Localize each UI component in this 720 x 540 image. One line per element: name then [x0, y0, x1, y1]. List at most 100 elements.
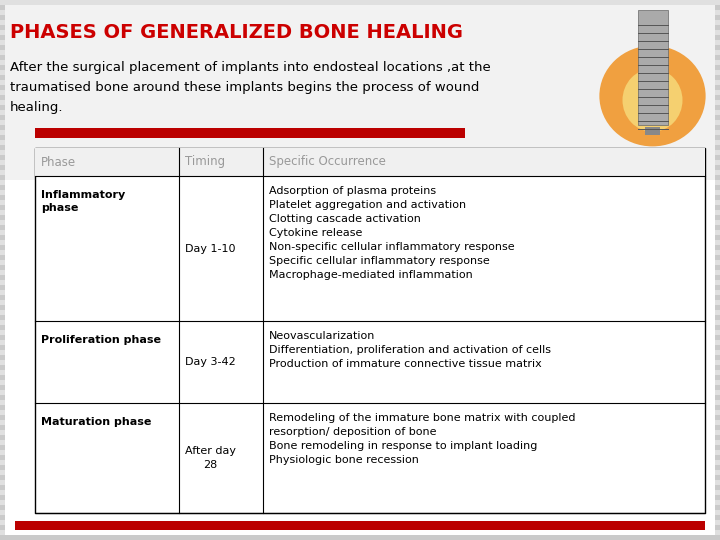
Bar: [0, 505, 720, 510]
Bar: [0, 310, 720, 315]
Bar: [0, 520, 720, 525]
Text: Inflammatory
phase: Inflammatory phase: [41, 190, 125, 213]
Bar: [0, 435, 720, 440]
Bar: [0, 290, 720, 295]
Bar: [0, 390, 720, 395]
Bar: [0, 225, 720, 230]
Bar: [0, 340, 720, 345]
Bar: [0, 75, 720, 80]
Bar: [0, 420, 720, 425]
Bar: [0, 525, 720, 530]
Bar: [0, 20, 720, 25]
Bar: [0, 285, 720, 290]
Bar: [0, 355, 720, 360]
Bar: [0, 465, 720, 470]
Bar: [0, 10, 720, 15]
Ellipse shape: [623, 69, 683, 132]
Bar: [0, 495, 720, 500]
Bar: [0, 105, 720, 110]
Bar: [0, 415, 720, 420]
Bar: [0, 450, 720, 455]
Bar: [0, 275, 720, 280]
Bar: [0, 190, 720, 195]
Bar: [0, 85, 720, 90]
Bar: [0, 115, 720, 120]
Bar: [0, 395, 720, 400]
Bar: [0, 335, 720, 340]
Text: Maturation phase: Maturation phase: [41, 417, 151, 427]
Bar: [0, 140, 720, 145]
Bar: [0, 300, 720, 305]
Bar: [0, 320, 720, 325]
Bar: [0, 100, 720, 105]
Bar: [0, 295, 720, 300]
Bar: [0, 5, 720, 10]
Text: traumatised bone around these implants begins the process of wound: traumatised bone around these implants b…: [10, 82, 480, 94]
Bar: [0, 485, 720, 490]
Bar: [0, 250, 720, 255]
Bar: [0, 265, 720, 270]
Bar: [0, 230, 720, 235]
Bar: [0, 515, 720, 520]
Text: PHASES OF GENERALIZED BONE HEALING: PHASES OF GENERALIZED BONE HEALING: [10, 23, 463, 42]
Bar: [0, 175, 720, 180]
Bar: [0, 205, 720, 210]
Bar: [0, 255, 720, 260]
Bar: [0, 270, 720, 275]
Bar: [15, 521, 705, 530]
Bar: [0, 245, 720, 250]
Text: Day 3-42: Day 3-42: [185, 357, 236, 367]
Bar: [35, 128, 465, 138]
Text: Adsorption of plasma proteins
Platelet aggregation and activation
Clotting casca: Adsorption of plasma proteins Platelet a…: [269, 186, 514, 280]
Bar: [0, 0, 720, 5]
Bar: [0, 330, 720, 335]
Bar: [35, 148, 705, 176]
Bar: [0, 325, 720, 330]
Bar: [0, 430, 720, 435]
Bar: [0, 160, 720, 165]
Bar: [0, 385, 720, 390]
Bar: [0, 305, 720, 310]
Bar: [0, 165, 720, 170]
Text: Phase: Phase: [41, 156, 76, 168]
Bar: [0, 180, 720, 185]
Text: Proliferation phase: Proliferation phase: [41, 335, 161, 345]
Bar: [0, 280, 720, 285]
Bar: [0, 240, 720, 245]
Text: After the surgical placement of implants into endosteal locations ,at the: After the surgical placement of implants…: [10, 62, 491, 75]
Bar: [0, 145, 720, 150]
Bar: [0, 65, 720, 70]
Bar: [0, 400, 720, 405]
Bar: [0, 475, 720, 480]
Bar: [0, 345, 720, 350]
Text: Neovascularization
Differentiation, proliferation and activation of cells
Produc: Neovascularization Differentiation, prol…: [269, 331, 551, 369]
Bar: [0, 15, 720, 20]
Bar: [0, 220, 720, 225]
Bar: [0, 70, 720, 75]
Bar: [0, 460, 720, 465]
Bar: [0, 380, 720, 385]
Bar: [0, 360, 720, 365]
Bar: [0, 185, 720, 190]
Bar: [0, 535, 720, 540]
Bar: [0, 315, 720, 320]
Bar: [0, 170, 720, 175]
Bar: [0, 60, 720, 65]
Bar: [0, 110, 720, 115]
Bar: [0, 470, 720, 475]
Bar: [0, 30, 720, 35]
Bar: [0, 135, 720, 140]
Bar: [0, 35, 720, 40]
Text: healing.: healing.: [10, 102, 63, 114]
Bar: [0, 480, 720, 485]
Bar: [0, 195, 720, 200]
Bar: [0, 500, 720, 505]
Text: Day 1-10: Day 1-10: [185, 244, 235, 253]
Bar: [0, 50, 720, 55]
Ellipse shape: [599, 45, 706, 146]
Text: Timing: Timing: [185, 156, 225, 168]
Bar: [35, 148, 705, 513]
Bar: [0, 210, 720, 215]
Bar: [0, 365, 720, 370]
Bar: [637, 10, 667, 125]
